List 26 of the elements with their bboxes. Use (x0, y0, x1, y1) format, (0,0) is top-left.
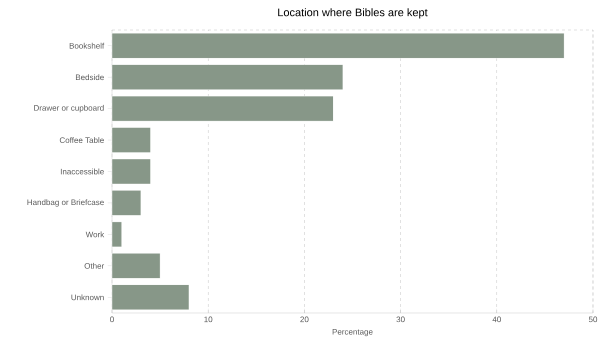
x-axis-title: Percentage (332, 329, 373, 336)
x-tick-label: 50 (588, 316, 598, 322)
y-tick-label: Work (86, 231, 104, 238)
x-tick-label: 20 (300, 316, 309, 322)
y-tick-label: Coffee Table (60, 137, 104, 143)
x-tick-label: 0 (110, 316, 114, 322)
bar (112, 33, 564, 58)
bar (112, 127, 151, 153)
y-tick-label: Drawer or cupboard (34, 104, 104, 112)
bar (112, 96, 334, 122)
y-tick-label: Unknown (71, 294, 104, 300)
bar (112, 190, 142, 216)
y-tick-label: Bedside (76, 74, 104, 80)
bar (112, 222, 122, 248)
x-tick-label: 10 (204, 316, 212, 322)
y-tick-label: Other (84, 262, 104, 269)
bar (112, 253, 160, 279)
bar (112, 284, 190, 310)
x-tick-label: 30 (396, 316, 405, 322)
bar (112, 64, 344, 90)
bar (112, 158, 151, 184)
y-tick-label: Bookshelf (70, 42, 104, 49)
x-tick-label: 40 (492, 316, 501, 322)
y-tick-label: Inaccessible (60, 168, 104, 174)
chart-title: Location where Bibles are kept (278, 8, 428, 18)
y-tick-label: Handbag or Briefcase (27, 199, 104, 207)
